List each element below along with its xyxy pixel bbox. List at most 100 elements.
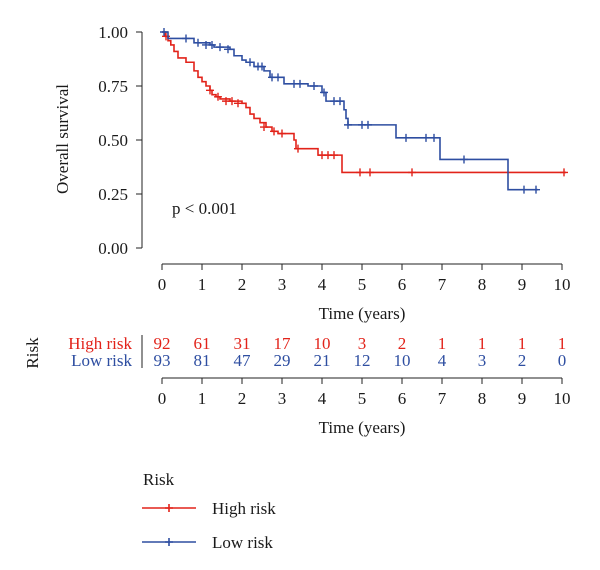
x-tick-label: 4 [318, 275, 327, 294]
p-value-annotation: p < 0.001 [172, 199, 237, 218]
risk-count-high-risk: 61 [194, 334, 211, 353]
risk-x-tick-label: 10 [554, 389, 571, 408]
censor-mark-low-risk [364, 120, 372, 129]
risk-count-low-risk: 93 [154, 351, 171, 370]
censor-mark-low-risk [246, 58, 254, 67]
risk-count-high-risk: 17 [274, 334, 292, 353]
censor-mark-high-risk [356, 168, 364, 177]
risk-count-low-risk: 0 [558, 351, 567, 370]
risk-count-low-risk: 29 [274, 351, 291, 370]
risk-count-high-risk: 1 [438, 334, 447, 353]
risk-count-high-risk: 10 [314, 334, 331, 353]
censor-mark-low-risk [402, 133, 410, 142]
risk-count-low-risk: 12 [354, 351, 371, 370]
risk-x-tick-label: 2 [238, 389, 247, 408]
risk-row-label-high: High risk [68, 334, 132, 353]
risk-count-high-risk: 1 [478, 334, 487, 353]
censor-mark-low-risk [310, 82, 318, 90]
y-tick-label: 0.50 [98, 131, 128, 150]
legend-item-high-risk: High risk [142, 499, 276, 518]
risk-count-high-risk: 1 [558, 334, 567, 353]
risk-row-label-low: Low risk [71, 351, 132, 370]
x-axis-label: Time (years) [319, 304, 406, 323]
risk-table-x-label: Time (years) [319, 418, 406, 437]
x-tick-label: 3 [278, 275, 287, 294]
risk-x-tick-label: 3 [278, 389, 287, 408]
risk-x-tick-label: 4 [318, 389, 327, 408]
curve-high-risk [162, 31, 566, 174]
risk-count-low-risk: 4 [438, 351, 447, 370]
censor-mark-low-risk [160, 28, 168, 36]
censor-mark-high-risk [260, 123, 268, 132]
x-tick-label: 10 [554, 275, 571, 294]
risk-count-low-risk: 10 [394, 351, 411, 370]
x-tick-label: 9 [518, 275, 527, 294]
y-tick-label: 0.25 [98, 185, 128, 204]
risk-table: Risk High risk Low risk 92 61 31 17 10 3 2 1 1 1 1… [23, 334, 571, 437]
x-tick-label: 8 [478, 275, 487, 294]
risk-count-low-risk: 3 [478, 351, 487, 370]
censor-mark-low-risk [460, 155, 468, 164]
censor-mark-high-risk [214, 92, 222, 101]
legend-title: Risk [143, 470, 175, 489]
censor-mark-high-risk [294, 144, 302, 153]
legend: Risk High risk Low risk [142, 470, 276, 552]
y-tick-label: 1.00 [98, 23, 128, 42]
x-tick-label: 6 [398, 275, 407, 294]
censor-mark-high-risk [270, 127, 278, 136]
risk-count-high-risk: 1 [518, 334, 527, 353]
y-axis-label: Overall survival [53, 84, 72, 194]
x-tick-label: 1 [198, 275, 207, 294]
censor-mark-low-risk [344, 120, 352, 129]
censor-mark-low-risk [208, 40, 216, 49]
risk-x-tick-label: 1 [198, 389, 207, 408]
censor-mark-high-risk [278, 129, 286, 138]
risk-table-x-ticks: 0 1 2 3 4 5 6 7 8 9 10 [158, 378, 571, 408]
censor-mark-high-risk [330, 151, 338, 160]
censor-mark-low-risk [216, 43, 224, 52]
risk-count-high-risk: 2 [398, 334, 407, 353]
censor-mark-low-risk [274, 73, 282, 82]
risk-table-title: Risk [23, 337, 42, 369]
censor-mark-high-risk [560, 168, 568, 177]
censor-mark-high-risk [408, 168, 416, 177]
censor-mark-high-risk [228, 97, 236, 106]
risk-count-low-risk: 2 [518, 351, 527, 370]
legend-censor-mark-low-risk [165, 538, 173, 546]
curve-low-risk [162, 31, 538, 191]
risk-count-low-risk: 21 [314, 351, 331, 370]
x-tick-label: 0 [158, 275, 167, 294]
censor-mark-high-risk [366, 168, 374, 177]
censor-mark-low-risk [336, 97, 344, 106]
risk-count-high-risk: 92 [154, 334, 171, 353]
x-axis-ticks: 0 1 2 3 4 5 6 7 8 9 10 [158, 264, 571, 294]
y-tick-label: 0.75 [98, 77, 128, 96]
risk-x-tick-label: 7 [438, 389, 447, 408]
y-axis-ticks: 0.00 0.25 0.50 0.75 1.00 [98, 23, 142, 258]
censor-mark-low-risk [182, 34, 190, 43]
risk-x-tick-label: 0 [158, 389, 167, 408]
x-tick-label: 2 [238, 275, 247, 294]
censor-mark-low-risk [520, 185, 528, 194]
censor-mark-low-risk [296, 79, 304, 88]
risk-x-tick-label: 6 [398, 389, 407, 408]
legend-censor-mark-high-risk [165, 504, 173, 512]
survival-curves [160, 28, 568, 194]
risk-x-tick-label: 8 [478, 389, 487, 408]
legend-label-high-risk: High risk [212, 499, 276, 518]
censor-mark-low-risk [422, 133, 430, 142]
censor-mark-low-risk [194, 38, 202, 47]
y-tick-label: 0.00 [98, 239, 128, 258]
x-tick-label: 7 [438, 275, 447, 294]
censor-mark-high-risk [206, 86, 214, 95]
censor-mark-low-risk [532, 185, 540, 194]
risk-count-high-risk: 3 [358, 334, 367, 353]
risk-x-tick-label: 9 [518, 389, 527, 408]
censor-mark-low-risk [320, 88, 328, 97]
risk-count-low-risk: 47 [234, 351, 252, 370]
censor-mark-low-risk [258, 62, 266, 71]
legend-item-low-risk: Low risk [142, 533, 273, 552]
survival-plot: Overall survival 0.00 0.25 0.50 0.75 1.00 0 1… [53, 23, 571, 323]
risk-count-high-risk: 31 [234, 334, 251, 353]
